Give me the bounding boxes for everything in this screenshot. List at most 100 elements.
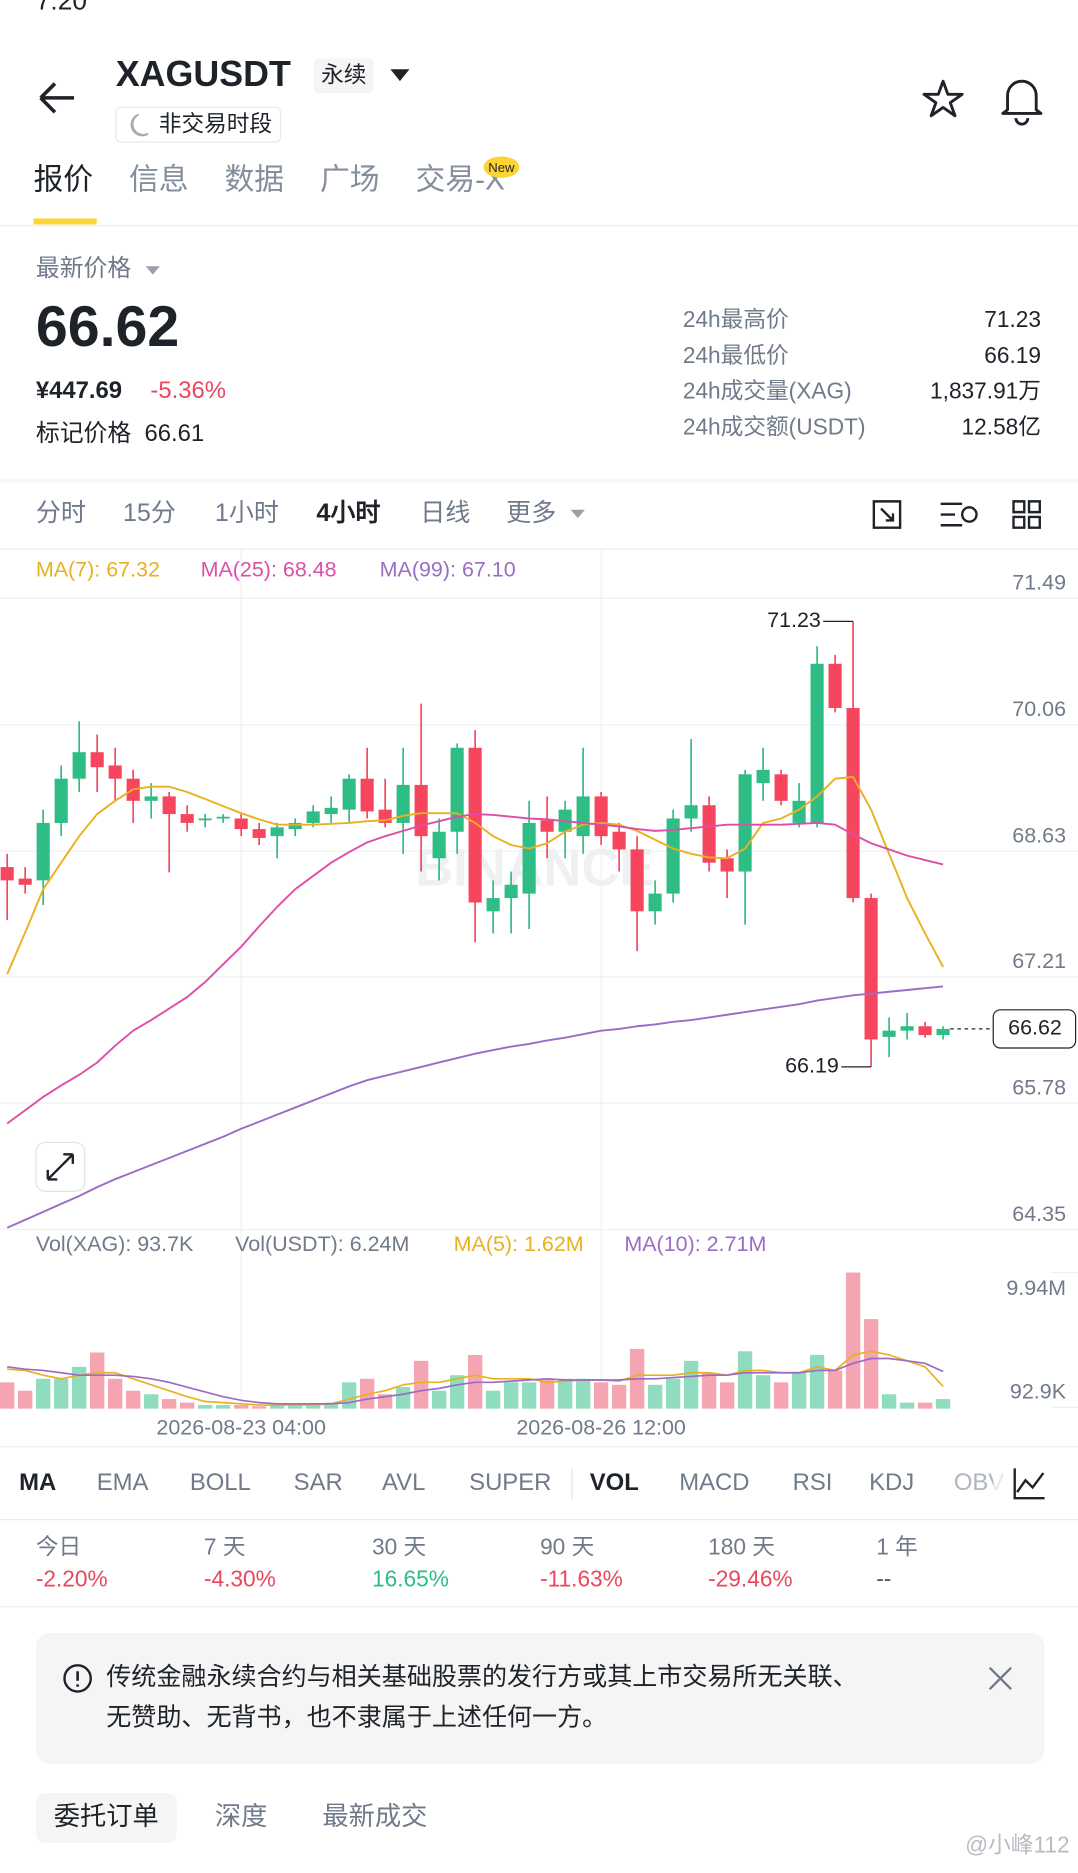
candle-body xyxy=(252,829,266,838)
performance: 今日 -2.20% 7 天 -4.30% 30 天 16.65% 90 天 -11.63% 18… xyxy=(36,1533,918,1591)
candle-body xyxy=(864,898,878,1040)
legend-entry: MA(5): 1.62M xyxy=(454,1232,584,1256)
interval[interactable]: 4小时 xyxy=(316,499,380,527)
new-badge-label: New xyxy=(488,160,515,175)
volume-bar xyxy=(539,1378,555,1409)
x-tick-label: 2026-08-23 04:00 xyxy=(156,1416,326,1440)
indicator-tab[interactable]: EMA xyxy=(97,1469,149,1496)
candle-body xyxy=(666,818,680,894)
candle-body xyxy=(936,1028,950,1036)
interval[interactable]: 1小时 xyxy=(215,499,279,527)
candle-body xyxy=(360,778,374,812)
interval[interactable]: 分时 xyxy=(36,499,86,527)
stat-label: 24h成交量(XAG) xyxy=(683,378,852,404)
volume-bar xyxy=(827,1370,843,1409)
candle-body xyxy=(288,822,302,830)
volume-bar xyxy=(72,1366,87,1409)
indicator-tab[interactable]: SUPER xyxy=(469,1469,551,1496)
indicator-tab[interactable]: VOL xyxy=(590,1469,639,1496)
notice-text: 无赞助、无背书，也不隶属于上述任何一方。 xyxy=(106,1704,607,1732)
period-label: 90 天 xyxy=(540,1533,594,1559)
close-notice[interactable] xyxy=(988,1666,1012,1691)
notice-text: 传统金融永续合约与相关基础股票的发行方或其上市交易所无关联、 xyxy=(106,1663,857,1691)
contract-tag xyxy=(313,58,374,94)
expand-icon xyxy=(46,1153,75,1181)
candle-body xyxy=(198,818,212,821)
candle-body xyxy=(18,878,32,885)
volume-bar xyxy=(126,1390,141,1409)
period-change: 16.65% xyxy=(372,1566,449,1592)
more-dropdown[interactable] xyxy=(570,509,585,519)
symbol-dropdown[interactable] xyxy=(390,69,410,82)
last-price-label: 66.62 xyxy=(1008,1016,1062,1040)
candle-body xyxy=(342,778,356,810)
favorite-button[interactable] xyxy=(922,79,964,118)
candle-body xyxy=(72,752,86,779)
period-change: -2.20% xyxy=(36,1566,108,1592)
chart-setting-icon[interactable] xyxy=(872,500,902,529)
interval[interactable]: 15分 xyxy=(123,499,176,527)
volume-bar xyxy=(395,1387,411,1409)
bottom-tab[interactable]: 深度 xyxy=(215,1801,268,1831)
volume-ma-line xyxy=(7,1357,944,1405)
legend-entry: MA(7): 67.32 xyxy=(36,557,160,581)
interval[interactable]: 日线 xyxy=(420,499,470,527)
x-tick-label: 2026-08-26 12:00 xyxy=(516,1416,686,1440)
candle-body xyxy=(612,831,626,850)
candle-body xyxy=(756,769,770,784)
volume-bar xyxy=(180,1402,195,1409)
legend-entry: MA(25): 68.48 xyxy=(201,557,337,581)
candle-body xyxy=(630,849,644,912)
period-change: -11.63% xyxy=(540,1566,623,1592)
indicator-tab[interactable]: MA xyxy=(19,1469,56,1496)
high-label: 71.23 xyxy=(767,608,821,632)
volume-bar xyxy=(431,1390,447,1409)
volume-bar xyxy=(647,1384,663,1409)
volume-bar xyxy=(863,1319,879,1409)
candle-body xyxy=(144,796,158,801)
stat-label: 24h成交额(USDT) xyxy=(683,414,866,440)
candle-body xyxy=(450,747,464,832)
volume-bar xyxy=(215,1405,231,1409)
tab[interactable]: 广场 xyxy=(320,163,380,196)
candle-body xyxy=(648,893,662,912)
notice-box xyxy=(35,1633,1045,1765)
tab[interactable]: 数据 xyxy=(224,163,284,196)
volume-bar xyxy=(737,1351,753,1409)
interval[interactable]: 更多 xyxy=(506,499,556,527)
tab[interactable]: 信息 xyxy=(129,163,189,196)
period-label: 30 天 xyxy=(372,1533,426,1559)
period-label: 7 天 xyxy=(204,1533,246,1559)
volume-bar xyxy=(881,1394,897,1409)
alert-button[interactable] xyxy=(1001,79,1043,126)
candle-body xyxy=(900,1026,914,1031)
y-tick-label: 65.78 xyxy=(1012,1075,1066,1099)
period-change: -4.30% xyxy=(204,1566,276,1592)
candle-body xyxy=(216,816,230,819)
candle-body xyxy=(396,784,410,823)
stat-value: 12.58亿 xyxy=(962,414,1041,440)
bottom-tab[interactable]: 委托订单 xyxy=(54,1801,159,1831)
last-price: 66.62 xyxy=(36,295,179,359)
candle-body xyxy=(720,858,734,872)
volume-bar xyxy=(917,1402,933,1409)
caption-dropdown[interactable] xyxy=(145,266,160,275)
indicator-tab[interactable]: BOLL xyxy=(190,1469,251,1496)
indicator-tab[interactable]: RSI xyxy=(793,1469,833,1496)
candle-body xyxy=(486,898,500,912)
volume-bar xyxy=(18,1390,33,1409)
indicator-setting-icon[interactable] xyxy=(940,502,978,527)
back-button[interactable] xyxy=(39,82,75,114)
tab[interactable]: 报价 xyxy=(33,163,93,196)
bottom-tab[interactable]: 最新成交 xyxy=(322,1801,427,1831)
stat-value: 71.23 xyxy=(984,306,1041,332)
indicator-tab[interactable]: AVL xyxy=(382,1469,425,1496)
layout-icon[interactable] xyxy=(1012,500,1041,529)
volume-label: Vol(USDT): 6.24M xyxy=(235,1232,409,1256)
indicator-tab[interactable]: MACD xyxy=(679,1469,749,1496)
indicator-tab[interactable]: SAR xyxy=(294,1469,343,1496)
indicator-settings[interactable] xyxy=(1013,1468,1045,1500)
stats: 24h最高价 71.23 24h最低价 66.19 24h成交量(XAG) 1,837.9… xyxy=(683,306,1041,439)
candle-body xyxy=(108,765,122,779)
indicator-tab[interactable]: KDJ xyxy=(869,1469,914,1496)
